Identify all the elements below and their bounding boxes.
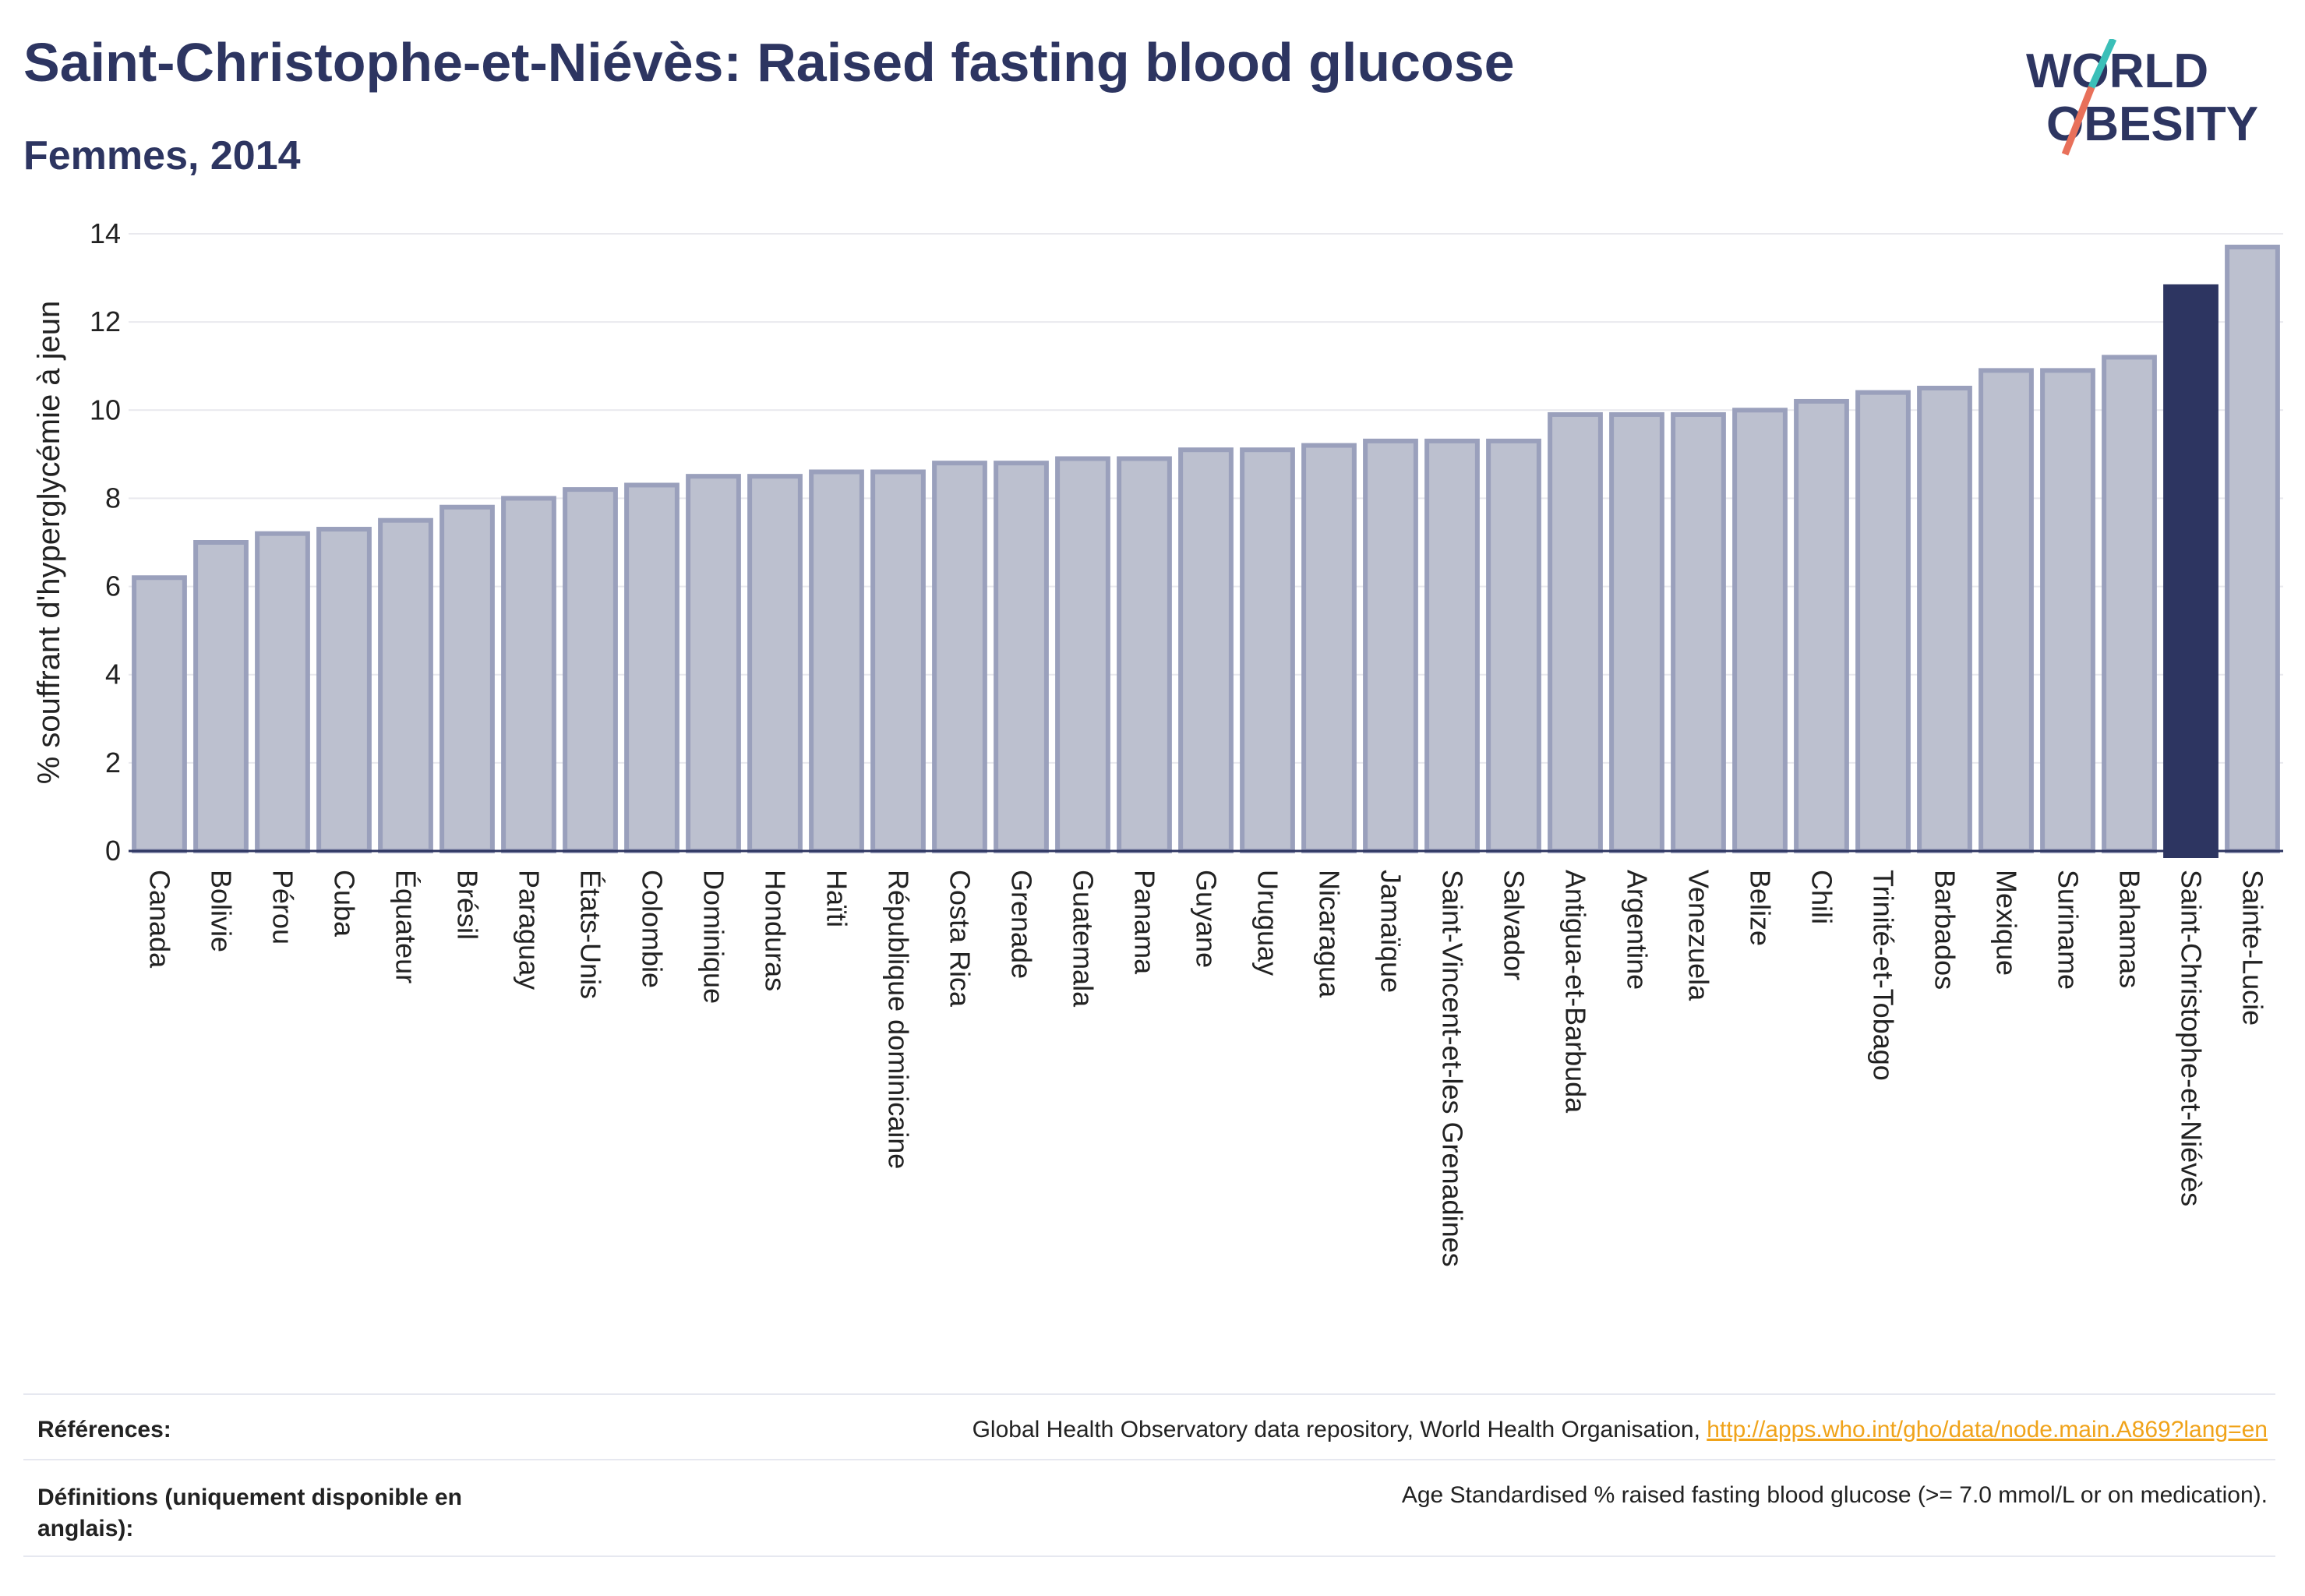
bar-chart: 0 2 4 6 8 10 12 14 % souffrant d'hyperglycémie à…: [32, 217, 2283, 1267]
bar: [1424, 438, 1480, 853]
references-link[interactable]: http://apps.who.int/gho/data/node.main.A…: [1707, 1417, 2268, 1442]
bar: [1301, 443, 1357, 853]
divider-bottom: [23, 1555, 2275, 1557]
bar: [2225, 244, 2280, 853]
x-tick-label: Barbados: [1929, 870, 1961, 990]
bar: [378, 517, 433, 853]
bar: [1917, 386, 1972, 853]
definitions-label-line1: Définitions (uniquement disponible en: [37, 1485, 462, 1510]
y-tick-label: 4: [105, 659, 121, 690]
definitions-label-line2: anglais):: [37, 1516, 134, 1541]
x-tick-label: Grenade: [1006, 870, 1038, 979]
references-label: Références:: [37, 1417, 171, 1442]
x-tick-label: Nicaragua: [1314, 870, 1346, 998]
y-tick-label: 10: [90, 394, 121, 425]
x-tick-label: Jamaïque: [1375, 870, 1407, 993]
references-source: Global Health Observatory data repositor…: [972, 1417, 1707, 1442]
logo-line1: WORLD: [2026, 44, 2208, 98]
x-tick-label: Guyane: [1191, 870, 1223, 968]
chart-subtitle: Femmes, 2014: [23, 133, 301, 178]
x-tick-label: Suriname: [2053, 870, 2084, 990]
x-tick-label: Uruguay: [1252, 870, 1284, 976]
logo-slash-teal: [2088, 39, 2117, 89]
x-tick-label: Pérou: [267, 870, 299, 945]
bar: [686, 474, 741, 854]
y-tick-label: 0: [105, 835, 121, 867]
x-tick-label: Honduras: [760, 870, 792, 991]
bar: [439, 504, 495, 853]
bar: [1794, 398, 1849, 853]
y-tick-label: 8: [105, 482, 121, 514]
x-tick-label: Saint-Christophe-et-Niévès: [2176, 870, 2208, 1206]
bar: [1978, 368, 2034, 854]
x-tick-label: Équateur: [390, 870, 422, 983]
bar: [809, 469, 864, 853]
chart-title: Saint-Christophe-et-Niévès: Raised fasti…: [23, 32, 1515, 93]
x-tick-label: Dominique: [698, 870, 730, 1004]
bar: [1240, 447, 1295, 853]
y-tick-label: 6: [105, 570, 121, 602]
x-tick-label: Sainte-Lucie: [2237, 870, 2269, 1026]
x-tick-label: Canada: [144, 870, 176, 969]
bar: [1855, 390, 1911, 853]
x-tick-label: Bahamas: [2114, 870, 2146, 988]
x-tick-label: États-Unis: [575, 870, 607, 999]
bar: [1486, 438, 1541, 853]
x-tick-label: Paraguay: [514, 870, 545, 990]
x-tick-label: Costa Rica: [944, 870, 976, 1008]
x-tick-label: Colombie: [637, 870, 669, 988]
x-tick-label: Argentine: [1622, 870, 1654, 990]
logo-slash-coral: [2061, 86, 2095, 156]
divider-middle: [23, 1459, 2275, 1460]
definitions-text: Age Standardised % raised fasting blood …: [1401, 1482, 2268, 1508]
y-tick-label: 14: [90, 217, 121, 249]
y-tick-label: 12: [90, 305, 121, 337]
bar: [563, 487, 618, 853]
bar: [870, 469, 926, 853]
divider-top: [23, 1393, 2275, 1395]
bar: [1548, 411, 1603, 853]
x-tick-label: Cuba: [329, 870, 361, 937]
definitions-label: Définitions (uniquement disponible en ang…: [37, 1482, 462, 1545]
bar: [1671, 411, 1726, 853]
bar: [1055, 456, 1110, 853]
bar: [2040, 368, 2095, 854]
references-text: Global Health Observatory data repositor…: [972, 1417, 2268, 1443]
x-tick-label: Bolivie: [206, 870, 238, 952]
x-tick-label: Mexique: [1991, 870, 2023, 976]
bar: [132, 575, 187, 853]
bar: [932, 461, 987, 854]
x-tick-label: République dominicaine: [883, 870, 915, 1169]
x-tick-label: Brésil: [452, 870, 484, 940]
bar: [994, 461, 1049, 854]
bar: [255, 531, 310, 854]
bar: [2102, 355, 2157, 853]
bar: [1732, 408, 1788, 853]
bar: [1363, 438, 1418, 853]
bar: [316, 527, 372, 853]
x-tick-label: Salvador: [1498, 870, 1530, 980]
y-tick-label: 2: [105, 747, 121, 779]
bar: [193, 540, 249, 853]
bar: [747, 474, 803, 854]
x-tick-label: Haïti: [821, 870, 853, 927]
x-tick-label: Venezuela: [1683, 870, 1715, 1001]
x-tick-label: Guatemala: [1068, 870, 1100, 1008]
bar: [1117, 456, 1172, 853]
bar: [1609, 411, 1664, 853]
x-tick-label: Antigua-et-Barbuda: [1560, 870, 1592, 1114]
bar-highlight: [2163, 284, 2219, 858]
world-obesity-logo: WORLD OBESITY: [2026, 39, 2258, 156]
bar: [1178, 447, 1234, 853]
x-tick-label: Chili: [1806, 870, 1838, 924]
bar: [624, 482, 679, 853]
x-tick-label: Trinité-et-Tobago: [1868, 870, 1900, 1081]
x-tick-label: Panama: [1129, 870, 1161, 975]
x-tick-label: Saint-Vincent-et-les Grenadines: [1437, 870, 1469, 1267]
bar: [501, 496, 556, 854]
x-tick-label: Belize: [1745, 870, 1777, 946]
y-axis-label: % souffrant d'hyperglycémie à jeun: [32, 301, 66, 785]
